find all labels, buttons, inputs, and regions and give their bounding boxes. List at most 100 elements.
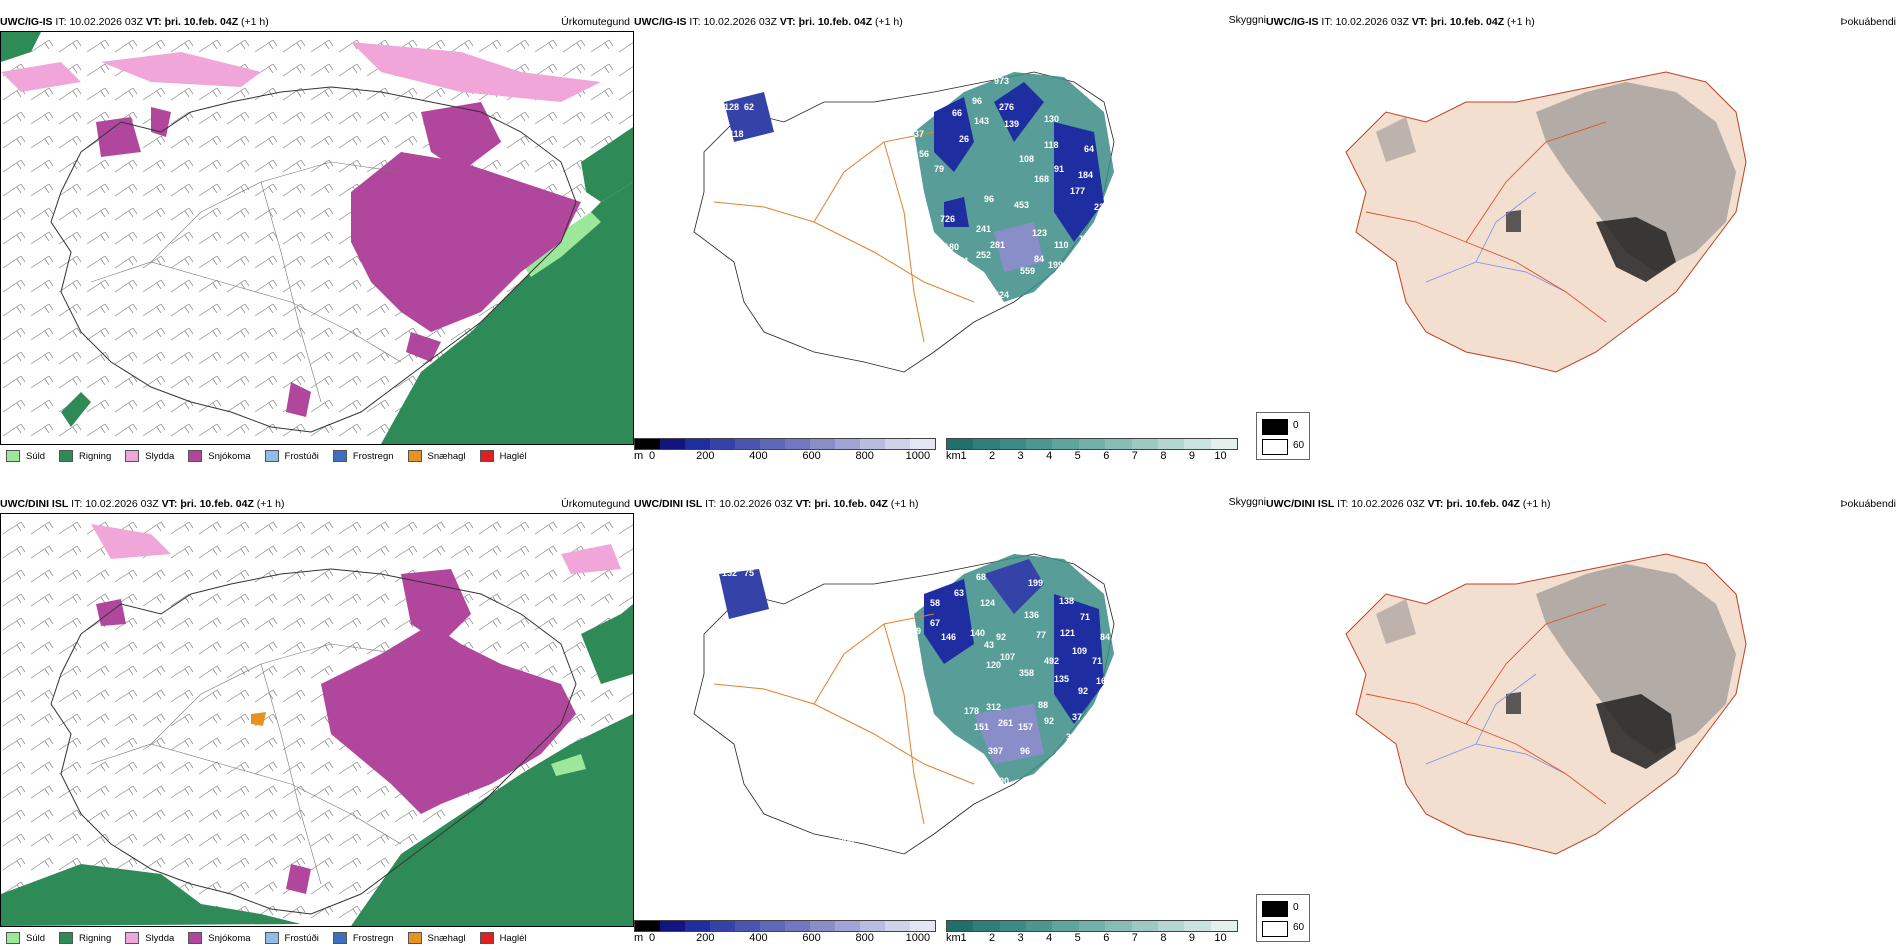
colorbar-unit: km: [946, 450, 961, 462]
lead-time: (+1 h): [875, 16, 903, 28]
legend-swatch: [264, 450, 279, 462]
roads: [1365, 603, 1607, 805]
ceiling-value: 178: [964, 706, 979, 716]
ceiling-value: 397: [988, 746, 1003, 756]
legend-swatch: [188, 932, 203, 944]
colorbar-block: [1026, 439, 1053, 449]
rain-area: [1, 864, 301, 926]
lead-time: (+1 h): [1522, 498, 1551, 510]
colorbar-block: [1052, 921, 1079, 931]
model-name: UWC/DINI ISL: [1266, 498, 1335, 510]
colorbar-block: [1131, 921, 1158, 931]
ceiling-value: 22: [1094, 202, 1104, 212]
vt-label: VT:: [145, 16, 162, 28]
rain-area: [581, 604, 633, 684]
ceiling-value: 130: [1044, 114, 1059, 124]
colorbar-block: [1026, 921, 1053, 931]
it-value: 10.02.2026 03Z: [1335, 16, 1409, 28]
legend-swatch: [407, 450, 422, 462]
ceiling-value: 140: [970, 628, 985, 638]
fog-map-svg: [1345, 71, 1747, 373]
panel-title: Skyggni: [1228, 14, 1266, 26]
precip-map: [0, 513, 634, 927]
legend-swatch: [264, 932, 279, 944]
it-value: 10.02.2026 03Z: [85, 498, 159, 510]
legend-swatch: [125, 450, 140, 462]
colorbar-block: [685, 439, 710, 449]
ceiling-map-svg: [693, 553, 1115, 855]
ceiling-value: 121: [1060, 628, 1075, 638]
ceiling-value: 92: [996, 632, 1006, 642]
it-label: IT:: [1321, 16, 1333, 28]
legend-label: Slydda: [145, 450, 175, 462]
it-label: IT:: [55, 16, 67, 28]
legend-swatch: [479, 932, 494, 944]
lead-time: (+1 h): [890, 498, 919, 510]
legend-swatch: [6, 932, 20, 944]
panel-header: UWC/DINI ISL IT: 10.02.2026 03Z VT: þri.…: [1266, 496, 1900, 512]
colorbar-tick: 1: [960, 932, 967, 944]
fog-area: [1506, 692, 1521, 714]
ceiling-labels-svg: 973 96 276 139 130 143 66 118 64 108 91 …: [724, 76, 1104, 384]
panel-title: Skyggni: [1228, 496, 1266, 508]
snow-area: [96, 117, 141, 157]
panel-title: Þokuábendi: [1840, 16, 1896, 28]
ceiling-area: [1054, 122, 1104, 242]
model-name: UWC/DINI ISL: [634, 498, 703, 510]
legend-label: Haglél: [499, 450, 527, 462]
ceiling-value: 139: [1004, 119, 1019, 129]
colorbar-tick: 8: [1160, 932, 1167, 944]
drizzle-area: [521, 212, 601, 277]
colorbar-block: [760, 439, 785, 449]
ceiling-value: 524: [994, 290, 1009, 300]
colorbar-block: [1210, 921, 1237, 931]
ceiling-area: [719, 569, 769, 619]
legend-item: Rigning: [59, 932, 111, 944]
colorbar-block: [735, 921, 760, 931]
panel-title: Úrkomutegund: [561, 498, 630, 510]
ceiling-value: 11: [1079, 234, 1089, 244]
colorbar-block: [860, 921, 885, 931]
ceiling-colorbar-blocks: [634, 438, 936, 450]
fog-key-high: 60: [1293, 440, 1305, 451]
colorbar-block: [760, 921, 785, 931]
ceiling-value: 64: [1084, 144, 1094, 154]
colorbar-unit: m: [634, 450, 644, 462]
colorbar-block: [1157, 439, 1185, 449]
ceiling-value: 135: [1054, 674, 1069, 684]
ceiling-value: 184: [1078, 170, 1093, 180]
legend-swatch: [407, 932, 422, 944]
ceiling-value: 88: [1038, 700, 1048, 710]
lead-time: (+1 h): [1507, 16, 1535, 28]
ceiling-value: 123: [1032, 228, 1047, 238]
roads: [90, 161, 402, 403]
ceiling-value: 72: [906, 172, 916, 182]
fog-area: [1536, 564, 1736, 754]
ceiling-panel-row1: UWC/IG-IS IT: 10.02.2026 03Z VT: þri. 10…: [634, 14, 1266, 464]
roads: [713, 613, 975, 825]
colorbar-block: [910, 439, 935, 449]
visibility-colorbar-blocks: [946, 438, 1238, 450]
ceiling-value: 109: [1072, 646, 1087, 656]
ceiling-value: 136: [1024, 610, 1039, 620]
colorbar-tick: 200: [696, 932, 715, 944]
legend-item: Haglél: [479, 932, 527, 944]
ceiling-value: 37: [1072, 712, 1082, 722]
ceiling-value: 92: [1078, 686, 1088, 696]
visibility-colorbar: km 1 2 3 4 5 6 7 8 9 10: [946, 920, 1238, 946]
roads: [90, 643, 402, 885]
fog-key-high-swatch: [1262, 921, 1288, 937]
panel-header: UWC/IG-IS IT: 10.02.2026 03Z VT: þri. 10…: [634, 14, 1266, 30]
ceiling-value: 168: [1034, 174, 1049, 184]
snow-area: [351, 152, 581, 332]
legend-label: Súld: [26, 450, 46, 462]
snow-area: [321, 624, 576, 814]
legend-item: Haglél: [479, 450, 527, 462]
ceiling-value: 92: [1044, 716, 1054, 726]
ceiling-value: 71: [1092, 656, 1102, 666]
precip-map-svg: [1, 514, 633, 926]
ceiling-value: 58: [930, 598, 940, 608]
colorbar-tick: 10: [1214, 450, 1227, 462]
colorbar-block: [1210, 439, 1237, 449]
ceiling-value: 67: [930, 618, 940, 628]
